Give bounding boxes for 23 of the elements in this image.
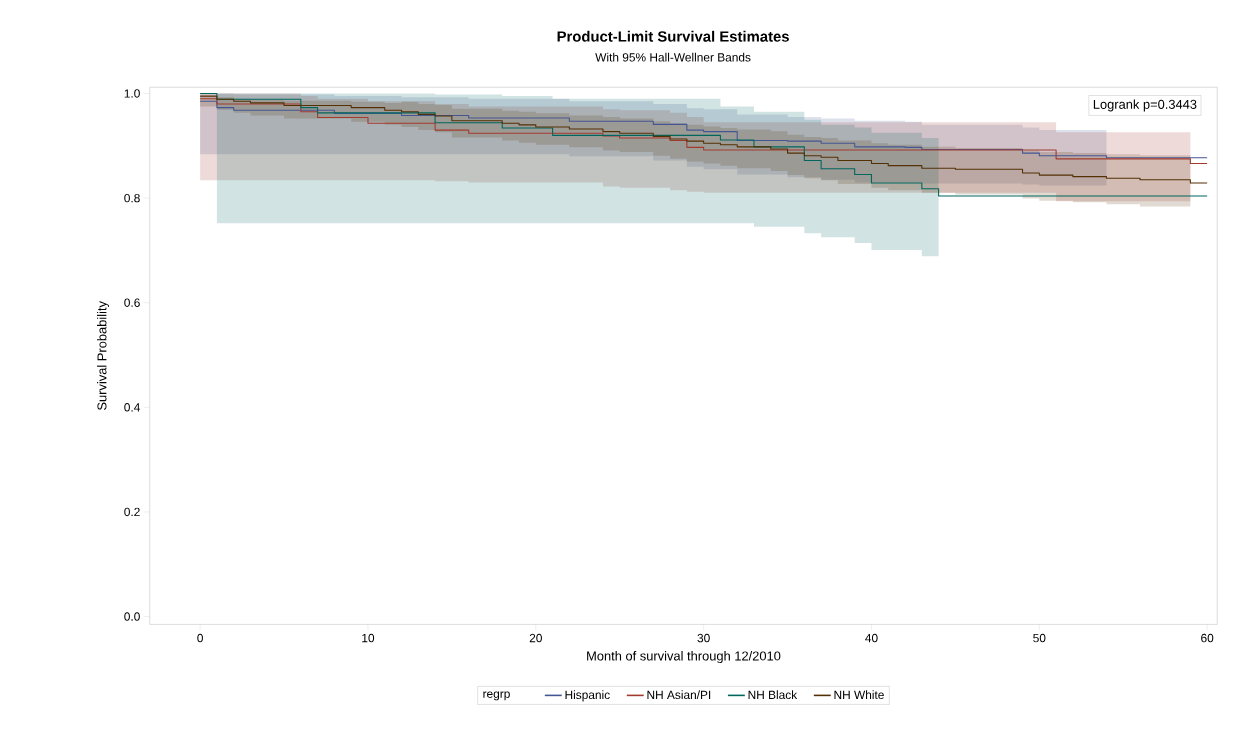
y-tick-label: 0.0 (124, 612, 140, 621)
x-tick-label: 40 (865, 633, 878, 643)
x-tick-label: 60 (1201, 633, 1214, 643)
legend-label: NH White (834, 690, 884, 699)
x-tick-label: 50 (1033, 633, 1046, 643)
y-tick-label: 0.6 (124, 298, 140, 307)
x-tick-label: 20 (529, 633, 542, 643)
legend-label: NH Black (748, 690, 798, 699)
y-tick-label: 0.2 (124, 507, 140, 516)
x-tick-label: 10 (362, 633, 375, 643)
y-axis-title: Survival Probability (97, 300, 110, 410)
y-tick-label: 0.4 (124, 402, 140, 412)
legend-label: NH Asian/PI (647, 690, 711, 699)
chart-subtitle: With 95% Hall-Wellner Bands (595, 52, 751, 62)
x-axis-title: Month of survival through 12/2010 (587, 650, 781, 663)
legend-label: Hispanic (565, 690, 610, 702)
y-tick-label: 1.0 (124, 89, 140, 98)
annotation: Logrank p=0.3443 (1093, 99, 1197, 112)
legend-title: regrp (483, 691, 510, 701)
x-tick-label: 30 (697, 633, 710, 643)
x-tick-label: 0 (197, 633, 203, 643)
chart-title: Product-Limit Survival Estimates (557, 30, 789, 42)
y-tick-label: 0.8 (124, 193, 140, 203)
